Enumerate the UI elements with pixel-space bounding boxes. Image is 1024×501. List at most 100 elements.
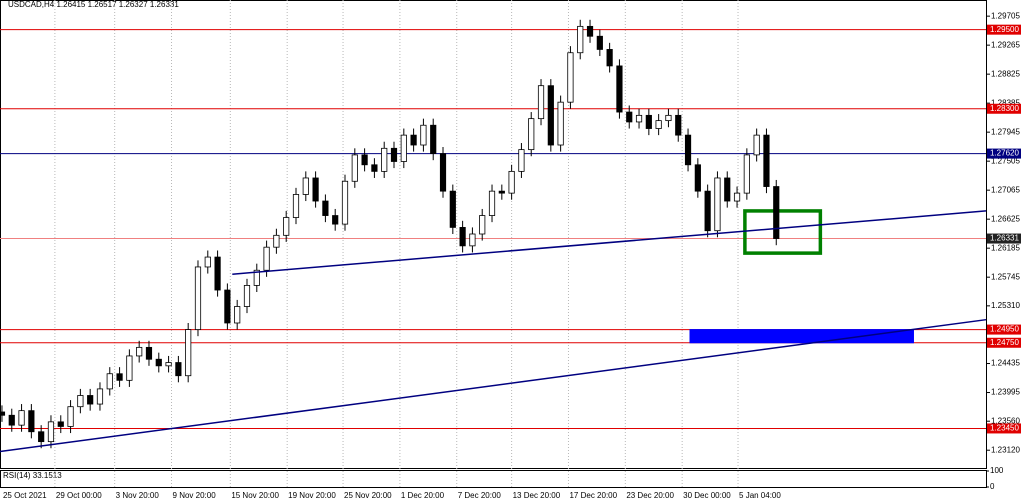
candle-body bbox=[596, 35, 603, 50]
x-tick-label: 25 Nov 20:00 bbox=[344, 491, 392, 500]
trendline bbox=[232, 210, 987, 275]
candle-body bbox=[234, 306, 241, 324]
candle-body bbox=[675, 114, 682, 136]
candle-body bbox=[57, 421, 64, 427]
candle-body bbox=[18, 410, 25, 426]
x-tick-label: 15 Nov 20:00 bbox=[231, 491, 279, 500]
y-tick-label: 1.23120 bbox=[991, 445, 1020, 454]
candle-body bbox=[528, 118, 535, 151]
candle-body bbox=[655, 120, 662, 129]
candle-body bbox=[302, 177, 309, 195]
rsi-frame bbox=[0, 470, 987, 488]
rsi-tick-label: 100 bbox=[990, 466, 1004, 475]
candle-body bbox=[400, 134, 407, 162]
candle-body bbox=[371, 164, 378, 172]
candle-body bbox=[253, 269, 260, 286]
price-level-tag bbox=[987, 103, 1021, 114]
candle-body bbox=[577, 25, 584, 54]
candle-body bbox=[537, 85, 545, 120]
price-level-tag bbox=[987, 148, 1021, 159]
candle-body bbox=[606, 49, 613, 67]
candle-body bbox=[743, 154, 750, 194]
price-level-tag bbox=[987, 337, 1021, 348]
price-level-label: 1.24750 bbox=[990, 338, 1019, 347]
y-tick-label: 1.27505 bbox=[991, 156, 1020, 165]
candle-body bbox=[8, 414, 15, 426]
candle-body bbox=[518, 149, 525, 172]
price-level-label: 1.29500 bbox=[990, 25, 1019, 34]
candle-body bbox=[724, 177, 731, 202]
candle-body bbox=[67, 406, 74, 427]
price-level-label: 1.23450 bbox=[990, 424, 1019, 433]
y-tick-label: 1.25745 bbox=[991, 272, 1020, 281]
candle-body bbox=[459, 227, 466, 247]
candle-body bbox=[263, 246, 270, 271]
x-tick-label: 3 Nov 20:00 bbox=[116, 491, 160, 500]
zone-fill bbox=[689, 329, 914, 344]
candle-body bbox=[547, 85, 554, 146]
candle-body bbox=[733, 192, 741, 202]
candle-body bbox=[704, 190, 711, 232]
price-level-tag bbox=[987, 24, 1021, 35]
candle-body bbox=[488, 190, 496, 216]
candle-body bbox=[439, 153, 447, 192]
candle-body bbox=[165, 362, 172, 367]
y-tick-label: 1.29265 bbox=[991, 40, 1020, 49]
x-tick-label: 9 Nov 20:00 bbox=[173, 491, 217, 500]
y-tick-label: 1.26625 bbox=[991, 214, 1020, 223]
price-level-label: 1.27620 bbox=[990, 149, 1019, 158]
candle-body bbox=[185, 329, 192, 377]
candle-body bbox=[0, 411, 6, 416]
price-level-label: 1.26331 bbox=[990, 234, 1019, 243]
candle-body bbox=[684, 134, 692, 166]
x-tick-label: 1 Dec 20:00 bbox=[401, 491, 445, 500]
candle-body bbox=[626, 111, 633, 123]
candle-body bbox=[77, 395, 84, 408]
candle-body bbox=[694, 164, 701, 192]
y-tick-label: 1.29705 bbox=[991, 11, 1020, 20]
candle-body bbox=[194, 266, 202, 330]
candle-body bbox=[106, 373, 113, 390]
y-tick-label: 1.23560 bbox=[991, 416, 1020, 425]
x-tick-label: 19 Nov 20:00 bbox=[288, 491, 336, 500]
chart-title: USDCAD,H4 1.26415 1.26517 1.26327 1.2633… bbox=[8, 0, 179, 9]
candle-body bbox=[567, 52, 574, 103]
price-level-tag bbox=[987, 324, 1021, 335]
x-tick-label: 13 Dec 20:00 bbox=[513, 491, 561, 500]
candle-body bbox=[420, 124, 427, 146]
candle-body bbox=[449, 190, 456, 228]
candle-body bbox=[557, 101, 564, 146]
candle-body bbox=[763, 134, 770, 187]
candle-body bbox=[175, 362, 182, 377]
rsi-tick-label: 0 bbox=[990, 482, 995, 491]
y-tick-label: 1.27945 bbox=[991, 127, 1020, 136]
candle-body bbox=[616, 65, 623, 113]
candle-body bbox=[390, 147, 398, 162]
candle-body bbox=[469, 233, 476, 247]
candle-body bbox=[586, 25, 594, 37]
x-tick-label: 7 Dec 20:00 bbox=[458, 491, 502, 500]
candle-body bbox=[243, 285, 251, 307]
candle-body bbox=[87, 395, 94, 405]
candle-body bbox=[126, 355, 133, 381]
candle-body bbox=[410, 134, 417, 146]
y-tick-label: 1.23995 bbox=[991, 388, 1020, 397]
candle-body bbox=[224, 289, 231, 324]
candle-body bbox=[332, 215, 339, 225]
candle-body bbox=[28, 410, 35, 433]
rsi-label: RSI(14) 33.1513 bbox=[3, 471, 62, 480]
x-tick-label: 25 Oct 2021 bbox=[3, 491, 47, 500]
candle-body bbox=[430, 124, 437, 154]
x-tick-label: 30 Dec 00:00 bbox=[683, 491, 731, 500]
x-tick-label: 17 Dec 20:00 bbox=[569, 491, 617, 500]
candle-body bbox=[292, 194, 300, 218]
candle-body bbox=[145, 346, 153, 360]
price-level-tag bbox=[987, 233, 1021, 244]
price-level-label: 1.24950 bbox=[990, 325, 1019, 334]
candle-body bbox=[361, 154, 368, 166]
candle-body bbox=[645, 114, 652, 129]
candle-body bbox=[38, 431, 45, 443]
x-tick-label: 23 Dec 20:00 bbox=[626, 491, 674, 500]
plot-frame bbox=[0, 0, 987, 469]
candle-body bbox=[665, 114, 672, 122]
